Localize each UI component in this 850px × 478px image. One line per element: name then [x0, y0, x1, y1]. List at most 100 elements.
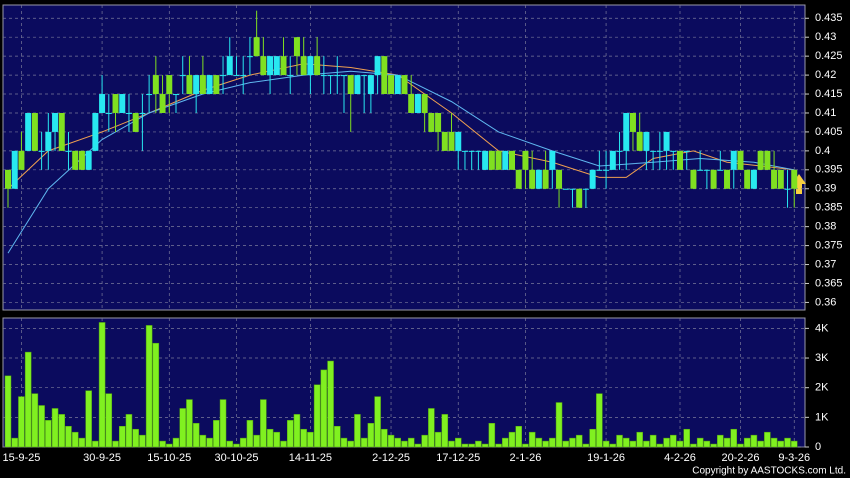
volume-bar — [428, 408, 435, 448]
volume-bar — [717, 434, 724, 448]
volume-bar — [414, 443, 422, 448]
volume-bar — [683, 428, 690, 448]
candle-body — [25, 112, 32, 151]
candle-body — [119, 94, 126, 113]
volume-bar — [31, 393, 39, 448]
y-tick-label: 0.41 — [815, 107, 836, 119]
volume-bar — [159, 440, 166, 448]
candle-body — [414, 94, 421, 113]
volume-bar — [488, 423, 496, 448]
volume-bar — [710, 443, 717, 448]
candle-body — [556, 169, 563, 189]
volume-bar — [11, 437, 18, 448]
volume-bar — [152, 342, 160, 448]
y-tick-label: 0.395 — [815, 164, 843, 176]
candle-body — [58, 112, 65, 151]
y-tick-label: 0.365 — [815, 277, 843, 289]
volume-bar — [508, 431, 516, 448]
candle-body — [280, 56, 287, 76]
volume-bar — [24, 351, 32, 448]
volume-bar — [307, 431, 314, 448]
volume-bar — [743, 437, 751, 448]
candle-body — [112, 94, 119, 113]
candle-body — [650, 150, 657, 152]
volume-bar — [313, 384, 321, 448]
candle-body — [455, 131, 462, 151]
volume-bar — [649, 434, 657, 448]
candle-body — [677, 150, 683, 170]
volume-bar — [622, 437, 630, 448]
volume-bar — [407, 437, 415, 448]
candle-body — [92, 112, 99, 151]
volume-bar — [562, 440, 570, 448]
candle-body — [488, 150, 495, 170]
volume-bar — [347, 440, 354, 448]
candle-body — [173, 94, 179, 96]
y-tick-label: 0.39 — [815, 183, 836, 195]
candle-body — [475, 150, 482, 152]
volume-bar — [118, 425, 126, 448]
candle-body — [334, 75, 341, 77]
volume-bar — [495, 443, 502, 448]
volume-bar — [360, 437, 368, 448]
volume-bar — [293, 414, 301, 448]
candle-body — [717, 169, 724, 171]
volume-bar — [696, 437, 704, 448]
candle-body — [139, 112, 146, 114]
candle-body — [750, 169, 757, 189]
volume-bar — [535, 437, 543, 448]
y-tick-label: 0.43 — [815, 31, 836, 43]
volume-bar — [757, 440, 764, 448]
candle-body — [374, 56, 381, 76]
volume-bar — [4, 375, 12, 448]
candle-body — [314, 56, 321, 76]
volume-bar — [723, 437, 731, 448]
candle-body — [502, 150, 509, 170]
candle-body — [226, 56, 233, 76]
y-tick-label: 2K — [815, 382, 829, 394]
candle-body — [105, 112, 112, 114]
volume-bar — [38, 405, 45, 448]
y-tick-label: 0.4 — [815, 145, 830, 157]
candle-body — [522, 150, 529, 170]
volume-bar — [192, 423, 200, 448]
candle-body — [509, 150, 515, 170]
candle-body — [220, 75, 227, 77]
volume-bar — [381, 428, 388, 448]
volume-bar — [300, 428, 307, 448]
volume-bar — [481, 443, 489, 448]
candle-body — [307, 56, 314, 76]
candle-body — [791, 169, 798, 189]
volume-bar — [354, 414, 361, 448]
volume-bar — [401, 440, 408, 448]
volume-bar — [522, 443, 529, 448]
volume-bar — [790, 440, 798, 448]
volume-bar — [125, 414, 133, 448]
volume-bar — [575, 434, 583, 448]
volume-bar — [387, 434, 395, 448]
x-tick-label: 20-2-26 — [722, 452, 760, 464]
volume-bar — [71, 431, 79, 448]
volume-bar — [468, 443, 475, 448]
candle-body — [240, 75, 247, 77]
volume-bar — [98, 322, 106, 448]
candle-body — [146, 94, 153, 96]
volume-bar — [690, 443, 697, 448]
x-tick-label: 9-3-26 — [778, 452, 810, 464]
candle-body — [52, 112, 59, 132]
volume-bar — [226, 440, 234, 448]
candle-body — [347, 75, 354, 95]
candle-body — [293, 37, 300, 57]
candle-body — [549, 150, 556, 170]
candle-body — [166, 75, 173, 95]
candle-body — [576, 188, 583, 208]
y-tick-label: 0.375 — [815, 239, 843, 251]
candle-body — [784, 188, 791, 190]
candle-body — [132, 112, 139, 132]
volume-bar — [636, 431, 643, 448]
volume-bar — [461, 443, 469, 448]
candle-body — [273, 56, 280, 76]
volume-bar — [750, 434, 758, 448]
